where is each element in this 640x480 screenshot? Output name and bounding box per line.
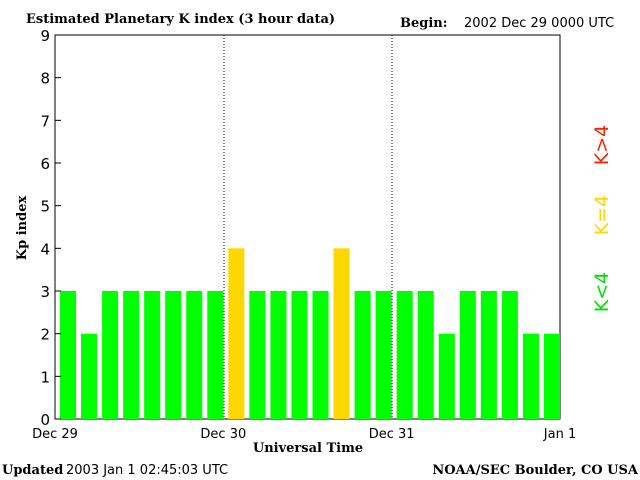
y-tick-label: 4 bbox=[40, 240, 50, 258]
legend-high: K>4 bbox=[591, 125, 613, 165]
legend-low: K<4 bbox=[591, 272, 613, 312]
kp-bar bbox=[543, 333, 560, 419]
y-tick-label: 3 bbox=[40, 283, 50, 301]
x-tick-label: Dec 29 bbox=[32, 427, 78, 442]
y-tick-label: 6 bbox=[40, 155, 50, 173]
legend-equal: K=4 bbox=[591, 195, 613, 235]
kp-bar bbox=[81, 333, 98, 419]
kp-bar bbox=[186, 291, 203, 419]
y-tick-label: 0 bbox=[40, 411, 50, 429]
kp-bar bbox=[228, 248, 245, 419]
y-tick-label: 2 bbox=[40, 326, 50, 344]
kp-bar bbox=[354, 291, 371, 419]
kp-bar bbox=[291, 291, 308, 419]
chart-title: Estimated Planetary K index (3 hour data… bbox=[26, 12, 335, 27]
kp-bar bbox=[438, 333, 455, 419]
kp-bar bbox=[522, 333, 539, 419]
kp-bar bbox=[396, 291, 413, 419]
kp-bar bbox=[102, 291, 119, 419]
y-axis-label: Kp index bbox=[15, 196, 30, 261]
kp-bar bbox=[501, 291, 518, 419]
updated-label: Updated bbox=[2, 463, 63, 478]
y-tick-label: 7 bbox=[40, 112, 50, 130]
kp-bar bbox=[165, 291, 182, 419]
kp-bar bbox=[144, 291, 161, 419]
kp-bar bbox=[333, 248, 350, 419]
updated-value: 2003 Jan 1 02:45:03 UTC bbox=[66, 463, 228, 478]
kp-bar bbox=[60, 291, 77, 419]
x-axis-label: Universal Time bbox=[253, 441, 363, 456]
y-tick-label: 1 bbox=[40, 368, 50, 386]
y-tick-label: 8 bbox=[40, 70, 50, 88]
begin-value: 2002 Dec 29 0000 UTC bbox=[464, 16, 614, 31]
kp-bar bbox=[249, 291, 266, 419]
kp-bar bbox=[459, 291, 476, 419]
x-tick-label: Dec 30 bbox=[200, 427, 246, 442]
y-tick-label: 5 bbox=[40, 198, 50, 216]
kp-bar bbox=[375, 291, 392, 419]
kp-bar bbox=[417, 291, 434, 419]
y-tick-label: 9 bbox=[40, 27, 50, 45]
kp-bar bbox=[480, 291, 497, 419]
x-tick-label: Dec 31 bbox=[369, 427, 415, 442]
x-tick-label: Jan 1 bbox=[543, 427, 576, 442]
kp-bar bbox=[312, 291, 329, 419]
begin-label: Begin: bbox=[400, 16, 448, 31]
kp-bar bbox=[123, 291, 140, 419]
kp-bar bbox=[207, 291, 224, 419]
source-credit: NOAA/SEC Boulder, CO USA bbox=[432, 463, 639, 478]
kp-bar bbox=[270, 291, 287, 419]
